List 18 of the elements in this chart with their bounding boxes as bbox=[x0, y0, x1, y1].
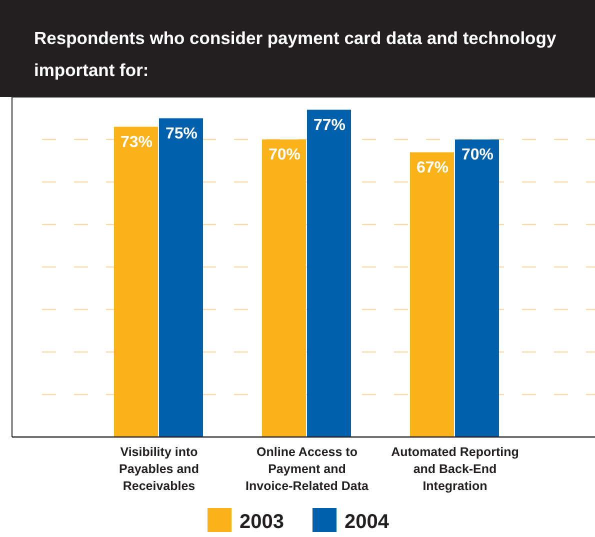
x-tick-label: Visibility into Payables and Receivables bbox=[119, 445, 199, 493]
data-label: 77% bbox=[313, 116, 346, 134]
bar bbox=[159, 118, 203, 437]
chart-title: Respondents who consider payment card data and technology important for: bbox=[34, 28, 556, 80]
bar bbox=[455, 140, 499, 437]
bar bbox=[410, 152, 454, 437]
x-tick-label: Automated Reporting and Back-End Integration bbox=[391, 445, 519, 493]
bar bbox=[114, 126, 158, 437]
data-label: 70% bbox=[461, 146, 494, 164]
legend-label: 2004 bbox=[344, 511, 390, 533]
bar bbox=[262, 140, 306, 437]
bar bbox=[307, 110, 351, 437]
data-label: 67% bbox=[416, 159, 449, 176]
data-label: 70% bbox=[268, 146, 301, 164]
data-label: 75% bbox=[165, 125, 198, 142]
legend-label: 2003 bbox=[240, 511, 284, 533]
x-tick-label: Online Access to Payment and Invoice-Related Data bbox=[246, 445, 370, 493]
data-label: 73% bbox=[120, 134, 153, 151]
